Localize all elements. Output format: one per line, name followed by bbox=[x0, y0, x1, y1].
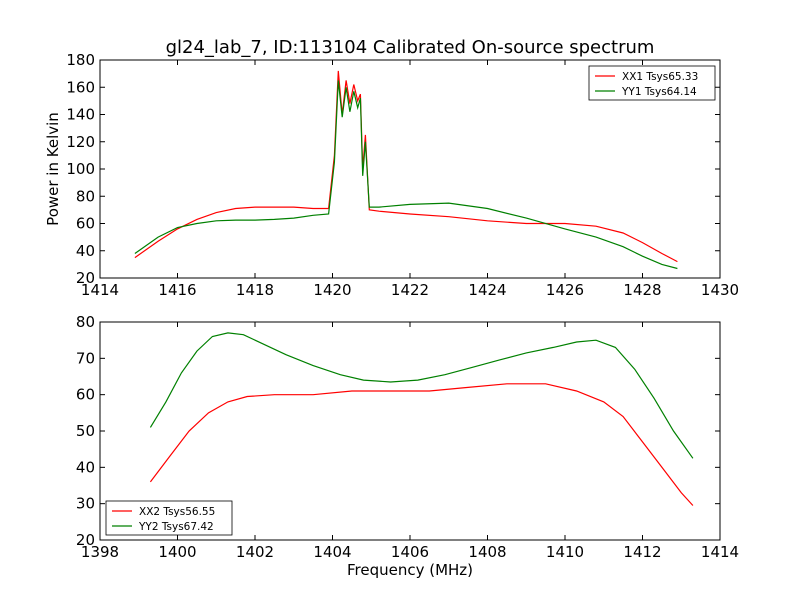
figure-title: gl24_lab_7, ID:113104 Calibrated On-sour… bbox=[166, 37, 655, 58]
y-tick-label: 80 bbox=[76, 313, 95, 331]
series-line-1-2 bbox=[134, 80, 678, 270]
legend-1: XX1 Tsys65.33 YY1 Tsys64.14 bbox=[588, 65, 716, 101]
y-tick-label: 140 bbox=[66, 106, 95, 124]
x-tick-label: 1430 bbox=[701, 281, 739, 299]
y-tick-label: 70 bbox=[76, 349, 95, 367]
y-tick-label: 50 bbox=[76, 422, 95, 440]
plots: 1414 1416 1418 1420 1422 1424 1426 1428 1430 20 40… bbox=[44, 51, 739, 579]
y-tick-label: 60 bbox=[76, 215, 95, 233]
y-tick-label: 60 bbox=[76, 386, 95, 404]
x-tick-label: 1418 bbox=[236, 281, 274, 299]
y-tick-label: 80 bbox=[76, 187, 95, 205]
x-tick-label: 1428 bbox=[623, 281, 661, 299]
series-line-1-1 bbox=[134, 70, 678, 263]
y-tick-label: 100 bbox=[66, 160, 95, 178]
x-tick-label: 1426 bbox=[546, 281, 584, 299]
legend-box bbox=[105, 500, 233, 536]
x-tick-label: 1402 bbox=[236, 543, 274, 561]
x-tick-label: 1404 bbox=[313, 543, 351, 561]
y-tick-label: 160 bbox=[66, 78, 95, 96]
legend-2: XX2 Tsys56.55 YY2 Tsys67.42 bbox=[105, 500, 233, 536]
legend-label: XX2 Tsys56.55 bbox=[139, 506, 215, 518]
legend-label: YY1 Tsys64.14 bbox=[621, 86, 697, 98]
series-line-2-1 bbox=[149, 383, 694, 506]
legend-label: XX1 Tsys65.33 bbox=[622, 71, 698, 83]
x-tick-label: 1406 bbox=[391, 543, 429, 561]
x-tick-label: 1422 bbox=[391, 281, 429, 299]
chart-1: 1414 1416 1418 1420 1422 1424 1426 1428 1430 20 40… bbox=[44, 51, 739, 299]
x-tick-label: 1416 bbox=[158, 281, 196, 299]
x-tick-label: 1420 bbox=[313, 281, 351, 299]
y-tick-label: 120 bbox=[66, 133, 95, 151]
x-tick-label: 1398 bbox=[81, 543, 119, 561]
y-tick-label: 20 bbox=[76, 531, 95, 549]
chart-2: 1398 1400 1402 1404 1406 1408 1410 1412 1414 20 30… bbox=[76, 313, 739, 579]
x-tick-label: 1412 bbox=[623, 543, 661, 561]
x-tick-label: 1414 bbox=[701, 543, 739, 561]
y-tick-label: 20 bbox=[76, 269, 95, 287]
x-axis-label: Frequency (MHz) bbox=[347, 561, 473, 579]
x-tick-label: 1400 bbox=[158, 543, 196, 561]
y-tick-label: 30 bbox=[76, 495, 95, 513]
y-tick-label: 40 bbox=[76, 242, 95, 260]
series-line-2-2 bbox=[149, 332, 694, 459]
x-tick-label: 1410 bbox=[546, 543, 584, 561]
legend-box bbox=[588, 65, 716, 101]
legend-label: YY2 Tsys67.42 bbox=[138, 521, 214, 533]
y-tick-label: 40 bbox=[76, 458, 95, 476]
y-tick-label: 180 bbox=[66, 51, 95, 69]
y-axis-label: Power in Kelvin bbox=[44, 112, 62, 226]
x-tick-label: 1414 bbox=[81, 281, 119, 299]
x-tick-label: 1408 bbox=[468, 543, 506, 561]
x-tick-label: 1424 bbox=[468, 281, 506, 299]
